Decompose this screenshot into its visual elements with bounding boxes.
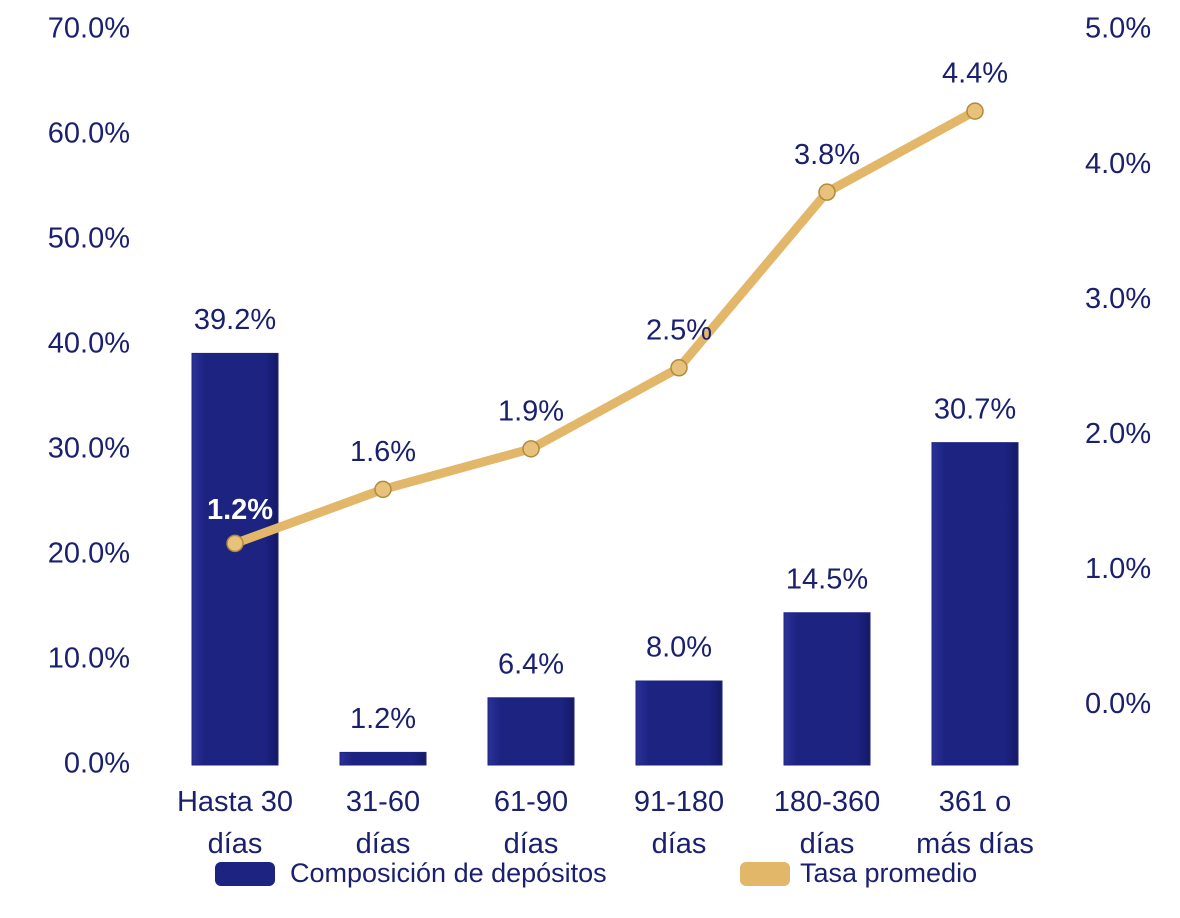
- y-tick-label: 70.0%: [48, 13, 130, 45]
- bar-value-label: 8.0%: [646, 632, 712, 664]
- bar-value-label: 1.2%: [350, 703, 416, 735]
- bar-value-label: 6.4%: [498, 648, 564, 680]
- line-value-label: 1.2%: [207, 494, 273, 526]
- legend-label: Tasa promedio: [800, 858, 977, 888]
- y2-tick-label: 3.0%: [1085, 283, 1151, 315]
- line-value-label: 1.6%: [350, 436, 416, 468]
- line-point: [226, 534, 244, 553]
- x-tick-label: Hasta 30 días: [177, 786, 293, 860]
- legend-swatch: [215, 862, 275, 886]
- x-tick-label: 180-360 días: [774, 786, 880, 860]
- y2-tick-label: 2.0%: [1085, 418, 1151, 450]
- bar-value-label: 30.7%: [934, 393, 1016, 425]
- y-tick-label: 50.0%: [48, 223, 130, 255]
- x-tick-label: 31-60 días: [346, 786, 420, 860]
- x-tick-label: 361 o más días: [916, 786, 1034, 860]
- y-tick-label: 30.0%: [48, 433, 130, 465]
- bar: [783, 612, 871, 766]
- line-point: [374, 480, 392, 499]
- legend-swatch: [740, 862, 790, 886]
- line-value-label: 1.9%: [498, 395, 564, 427]
- y-tick-label: 0.0%: [64, 748, 130, 780]
- line-point: [818, 183, 836, 201]
- y2-tick-label: 4.0%: [1085, 148, 1151, 180]
- y2-tick-label: 5.0%: [1085, 13, 1151, 45]
- y-tick-label: 40.0%: [48, 328, 130, 360]
- bar: [191, 352, 279, 766]
- bar: [931, 442, 1019, 766]
- line-point: [522, 440, 540, 458]
- bar-value-label: 14.5%: [786, 563, 868, 595]
- bar-value-label: 39.2%: [194, 304, 276, 336]
- bar: [487, 697, 575, 766]
- line-point: [966, 102, 984, 120]
- line-point: [670, 359, 688, 377]
- y-tick-label: 10.0%: [48, 643, 130, 675]
- legend-label: Composición de depósitos: [290, 858, 607, 888]
- x-tick-label: 61-90 días: [494, 786, 568, 860]
- line: [233, 107, 978, 548]
- bar: [635, 680, 723, 766]
- y2-tick-label: 0.0%: [1085, 688, 1151, 720]
- y-tick-label: 20.0%: [48, 538, 130, 570]
- bar: [339, 751, 427, 766]
- y-tick-label: 60.0%: [48, 118, 130, 150]
- x-tick-label: 91-180 días: [634, 786, 724, 860]
- line-value-label: 2.5%: [646, 314, 712, 346]
- line-value-label: 4.4%: [942, 58, 1008, 90]
- line-value-label: 3.8%: [794, 139, 860, 171]
- y2-tick-label: 1.0%: [1085, 553, 1151, 585]
